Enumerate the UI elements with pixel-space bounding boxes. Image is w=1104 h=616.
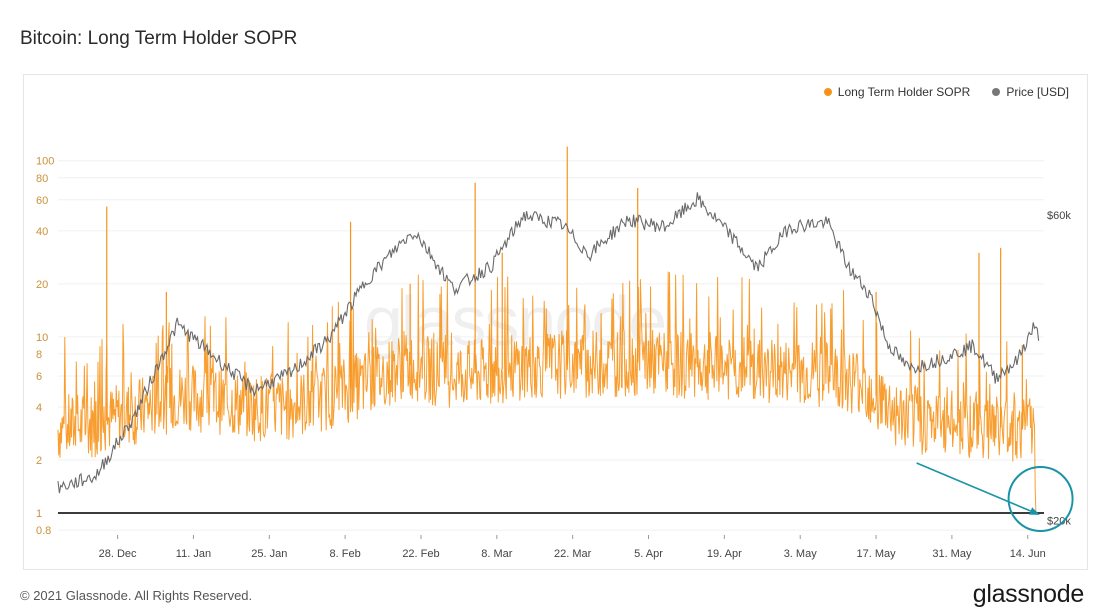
y-left-tick-label: 8 <box>36 349 42 361</box>
x-tick-label: 22. Mar <box>554 548 592 560</box>
highlight-circle <box>1007 465 1074 532</box>
y-left-tick-label: 40 <box>36 226 48 238</box>
series-line-sopr <box>57 271 1039 514</box>
y-left-tick-label: 1 <box>36 508 42 520</box>
y-left-tick-label: 20 <box>36 279 48 291</box>
y-left-tick-label: 100 <box>36 156 54 168</box>
chart-legend: Long Term Holder SOPR Price [USD] <box>823 85 1069 99</box>
x-tick-label: 3. May <box>784 548 818 560</box>
y-left-tick-label: 6 <box>36 371 42 383</box>
y-left-tick-label: 60 <box>36 195 48 207</box>
x-tick-label: 25. Jan <box>251 548 287 560</box>
x-tick-label: 5. Apr <box>634 548 663 560</box>
annotation-arrow-head <box>1029 507 1040 515</box>
x-tick-label: 8. Feb <box>330 548 361 560</box>
legend-item-price[interactable]: Price [USD] <box>992 85 1069 99</box>
x-tick-label: 11. Jan <box>176 548 211 560</box>
legend-label-sopr: Long Term Holder SOPR <box>837 85 971 99</box>
legend-item-sopr[interactable]: Long Term Holder SOPR <box>823 85 971 99</box>
y-left-tick-label: 2 <box>36 455 42 467</box>
x-tick-label: 14. Jun <box>1010 548 1046 560</box>
y-left-tick-label: 4 <box>36 402 42 414</box>
legend-swatch-price <box>992 88 1001 96</box>
y-left-tick-label: 10 <box>36 332 48 344</box>
copyright-text: © 2021 Glassnode. All Rights Reserved. <box>20 588 253 603</box>
legend-swatch-sopr <box>823 88 832 96</box>
x-tick-label: 28. Dec <box>99 548 137 560</box>
glassnode-logo: glassnode <box>972 580 1085 608</box>
x-tick-label: 19. Apr <box>707 548 742 560</box>
chart-title: Bitcoin: Long Term Holder SOPR <box>20 28 298 49</box>
legend-label-price: Price [USD] <box>1006 85 1069 99</box>
chart-panel: glassnode 0.8 1 2 4 6 8 10 20 40 60 80 100 $20k $60k 2… <box>23 74 1088 570</box>
x-tick-label: 31. May <box>932 548 972 560</box>
y-left-tick-label: 80 <box>36 173 48 185</box>
y-left-tick-label: 0.8 <box>36 525 51 537</box>
annotation-arrow-line <box>916 462 1031 512</box>
x-tick-label: 22. Feb <box>402 548 439 560</box>
y-right-tick-label: $60k <box>1047 210 1071 222</box>
x-tick-label: 17. May <box>856 548 896 560</box>
series-line-price <box>57 192 1040 494</box>
x-tick-label: 8. Mar <box>481 548 513 560</box>
